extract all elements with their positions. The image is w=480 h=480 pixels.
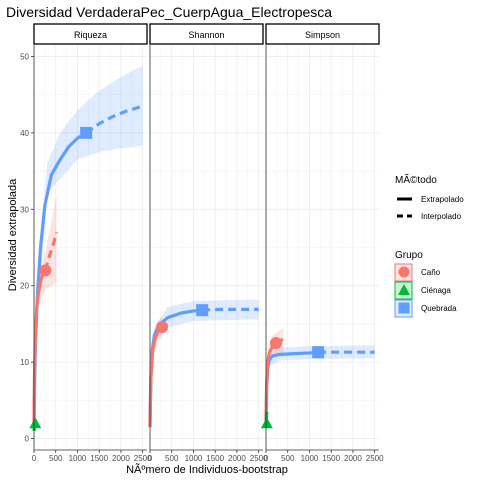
legend-group-label: Ciénaga bbox=[421, 286, 451, 295]
facet-strip-label: Shannon bbox=[188, 30, 224, 40]
series-line-interpolado bbox=[202, 307, 259, 312]
legend-group-marker-square bbox=[398, 302, 410, 314]
y-tick-label: 20 bbox=[20, 282, 29, 291]
x-tick-label: 0 bbox=[148, 454, 153, 463]
legend-method-title: MÃ©todo bbox=[395, 173, 437, 186]
y-tick-label: 50 bbox=[20, 52, 29, 61]
x-tick-label: 2000 bbox=[228, 454, 246, 463]
data-point-quebrada bbox=[80, 126, 93, 139]
legend-method-label: Extrapolado bbox=[421, 195, 464, 204]
x-tick-label: 0 bbox=[32, 454, 37, 463]
legend-group-title: Grupo bbox=[395, 250, 423, 261]
confidence-band-quebrada bbox=[150, 299, 259, 431]
data-point-cano bbox=[156, 320, 169, 333]
x-tick-label: 1500 bbox=[206, 454, 224, 463]
legend: MÃ©todo Extrapolado Interpolado Grupo Caño Ci… bbox=[394, 173, 464, 318]
series-line-interpolado bbox=[85, 104, 144, 135]
data-point-cano bbox=[269, 337, 282, 350]
x-tick-label: 2000 bbox=[344, 454, 362, 463]
data-point-quebrada bbox=[196, 304, 209, 317]
y-tick-label: 40 bbox=[20, 129, 29, 138]
facet-strip-label: Simpson bbox=[305, 30, 340, 40]
x-tick-label: 1500 bbox=[322, 454, 340, 463]
x-tick-label: 0 bbox=[264, 454, 269, 463]
x-tick-label: 2500 bbox=[250, 454, 268, 463]
legend-group-marker-circle bbox=[398, 266, 410, 278]
legend-group-label: Quebrada bbox=[421, 304, 457, 313]
facet-strip bbox=[33, 23, 148, 45]
x-tick-label: 2500 bbox=[134, 454, 152, 463]
x-tick-label: 500 bbox=[49, 454, 63, 463]
x-tick-label: 1000 bbox=[185, 454, 203, 463]
grid bbox=[149, 45, 263, 450]
x-tick-label: 500 bbox=[281, 454, 295, 463]
facet-strip-label: Riqueza bbox=[74, 30, 107, 40]
y-tick-label: 10 bbox=[20, 358, 29, 367]
y-axis-label: Diversidad extrapolada bbox=[7, 178, 19, 291]
x-tick-label: 2000 bbox=[112, 454, 130, 463]
legend-group-label: Caño bbox=[421, 268, 441, 277]
x-axis-label: NÃºmero de Individuos-bootstrap bbox=[126, 463, 288, 476]
legend-method-label: Interpolado bbox=[421, 212, 462, 221]
y-tick-label: 0 bbox=[25, 435, 30, 444]
x-tick-label: 1000 bbox=[69, 454, 87, 463]
chart-title: Diversidad VerdaderaPec_CuerpAgua_Electr… bbox=[6, 4, 332, 20]
x-tick-label: 1500 bbox=[90, 454, 108, 463]
series-line-interpolado bbox=[43, 231, 59, 271]
data-point-quebrada bbox=[312, 346, 325, 359]
legend-group-marker-triangle bbox=[398, 284, 410, 295]
data-point-cienaga bbox=[29, 417, 42, 429]
data-point-cienaga bbox=[260, 417, 273, 429]
x-tick-label: 1000 bbox=[301, 454, 319, 463]
grid bbox=[265, 45, 379, 450]
data-point-cano bbox=[39, 264, 52, 277]
x-tick-label: 500 bbox=[165, 454, 179, 463]
facet-strip bbox=[265, 23, 380, 45]
facet-strip bbox=[149, 23, 264, 45]
x-tick-label: 2500 bbox=[366, 454, 384, 463]
y-tick-label: 30 bbox=[20, 205, 29, 214]
